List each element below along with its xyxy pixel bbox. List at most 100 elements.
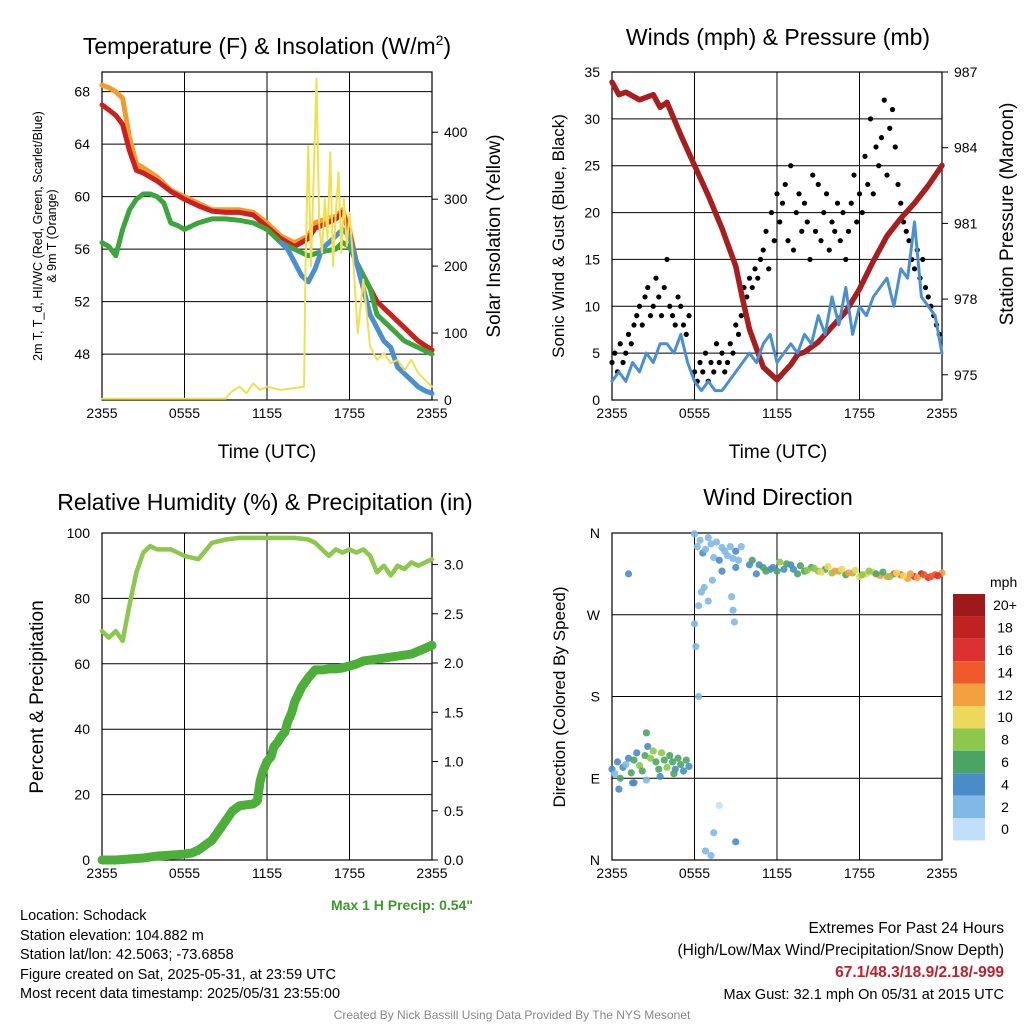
gust-point: [634, 313, 640, 319]
gust-point: [749, 284, 755, 291]
gust-point: [653, 275, 659, 281]
x-tick-label: 2355: [596, 405, 627, 421]
direction-point: [627, 769, 635, 777]
gust-point: [766, 266, 772, 272]
title-text: Temperature (F) & Insolation (W/m: [83, 33, 436, 59]
gust-point: [669, 313, 676, 319]
gust-point: [727, 341, 733, 347]
direction-point: [732, 838, 740, 846]
direction-point: [729, 606, 737, 614]
direction-point: [728, 592, 736, 601]
direction-point: [660, 756, 668, 764]
series-line-1: [610, 220, 944, 393]
direction-point: [663, 763, 671, 771]
gust-point: [678, 303, 684, 309]
gust-point: [768, 209, 775, 216]
legend-swatch: [953, 750, 985, 774]
legend-swatch: [953, 728, 985, 751]
gust-point: [642, 294, 648, 300]
x-tick-label: 1755: [844, 865, 875, 881]
direction-point: [708, 576, 716, 584]
right-tick-label: 100: [444, 325, 468, 341]
right-tick-label: 200: [444, 258, 468, 274]
gust-point: [859, 209, 865, 216]
x-tick-label: 0555: [679, 865, 710, 881]
x-tick-label: 2355: [416, 405, 447, 421]
gust-point: [733, 322, 739, 328]
direction-point: [674, 754, 682, 762]
direction-point: [655, 765, 663, 773]
legend-label: 2: [1001, 799, 1009, 815]
direction-point: [690, 530, 699, 538]
gust-point: [628, 341, 634, 347]
direction-point: [776, 558, 784, 566]
x-tick-label: 2355: [86, 405, 117, 421]
right-tick-label: 975: [954, 367, 978, 383]
gust-point: [870, 191, 876, 197]
plot-frame: [101, 71, 433, 401]
y-tick-label: E: [591, 770, 600, 786]
direction-point: [695, 692, 703, 701]
precip-note: Max 1 H Precip: 0.54": [330, 897, 473, 913]
gust-point: [716, 359, 722, 366]
legend-label: 8: [1001, 732, 1009, 748]
gust-point: [832, 228, 838, 234]
direction-point: [723, 552, 732, 560]
gust-point: [719, 350, 725, 356]
legend-swatch: [953, 773, 985, 796]
direction-point: [712, 538, 721, 546]
legend-swatch: [953, 818, 985, 841]
gust-point: [623, 350, 629, 356]
x-tick-label: 2355: [926, 865, 957, 881]
right-tick-label: 2.0: [444, 655, 464, 671]
right-tick-label: 3.0: [444, 557, 464, 573]
y-axis-label: Direction (Colored By Speed): [550, 586, 569, 807]
right-tick-label: 978: [954, 291, 978, 307]
direction-point: [644, 742, 652, 751]
y-tick-label: 100: [67, 525, 91, 541]
panel-title: Temperature (F) & Insolation (W/m2): [83, 32, 451, 59]
y-axis-label-line2: & 9m T (Orange): [45, 189, 59, 282]
gust-point: [911, 266, 918, 272]
gust-point: [661, 284, 667, 291]
gust-point: [876, 163, 882, 169]
legend-label: 12: [997, 687, 1013, 703]
direction-point: [701, 847, 710, 855]
latest-timestamp: Most recent data timestamp: 2025/05/31 2…: [20, 986, 341, 1002]
direction-point: [646, 754, 655, 762]
direction-point: [752, 570, 760, 578]
direction-point: [899, 572, 908, 580]
extremes-title: Extremes For Past 24 Hours: [808, 920, 1004, 937]
legend-swatch: [953, 594, 985, 617]
y-tick-label: 68: [74, 84, 90, 100]
right-tick-label: 1.0: [444, 754, 464, 770]
gust-point: [722, 369, 728, 375]
extremes-subtitle: (High/Low/Max Wind/Precipitation/Snow De…: [677, 942, 1005, 959]
direction-point: [701, 545, 710, 553]
series-line-0: [99, 535, 435, 644]
direction-point: [624, 754, 633, 762]
station-info: Location: Schodack Station elevation: 10…: [20, 907, 340, 1005]
direction-point: [893, 569, 901, 577]
gust-point: [771, 238, 777, 244]
direction-point: [803, 566, 811, 574]
direction-point: [769, 563, 777, 572]
credit-line: Created By Nick Bassill Using Data Provi…: [333, 1008, 691, 1022]
gust-point: [735, 331, 742, 337]
direction-point: [710, 553, 718, 562]
direction-point: [668, 758, 677, 766]
direction-point: [865, 567, 873, 575]
gust-point: [793, 209, 799, 216]
direction-point: [624, 570, 633, 578]
gust-point: [708, 359, 714, 366]
x-tick-label: 1155: [252, 865, 282, 881]
gust-point: [804, 219, 810, 225]
direction-point: [666, 751, 674, 760]
y-tick-label: S: [591, 689, 600, 705]
direction-point: [730, 618, 738, 626]
direction-point: [886, 573, 894, 581]
legend-label: 14: [997, 664, 1013, 680]
gust-point: [612, 350, 618, 356]
y-tick-label: 5: [592, 345, 600, 361]
y-axis-label-line1: 2m T, T_d, HI/WC (Red, Green, Scarlet/Bl…: [31, 111, 45, 361]
